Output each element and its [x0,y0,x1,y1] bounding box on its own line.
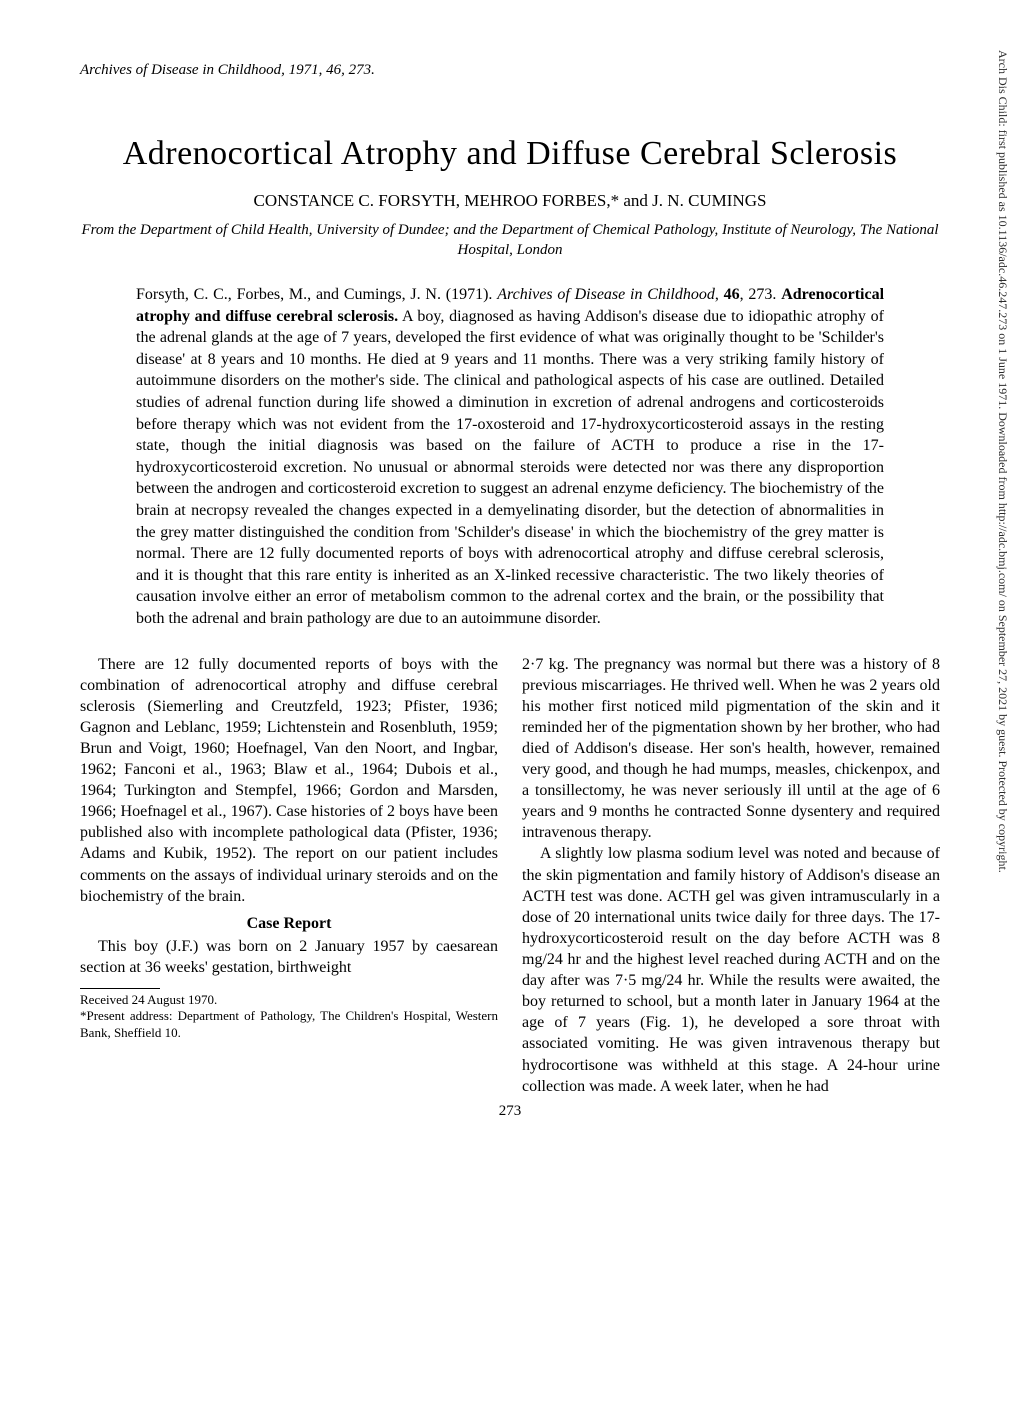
left-column: There are 12 fully documented reports of… [80,654,498,1097]
article-title: Adrenocortical Atrophy and Diffuse Cereb… [80,135,940,173]
footnote-received: Received 24 August 1970. [80,992,498,1008]
footnotes: Received 24 August 1970. *Present addres… [80,988,498,1041]
journal-reference: Archives of Disease in Childhood, 1971, … [80,62,940,79]
case-report-heading: Case Report [80,913,498,934]
body-columns: There are 12 fully documented reports of… [80,654,940,1097]
intro-paragraph: There are 12 fully documented reports of… [80,654,498,907]
abstract-block: Forsyth, C. C., Forbes, M., and Cumings,… [136,284,884,630]
download-sidebar: Arch Dis Child: first published as 10.11… [992,50,1010,1350]
case-report-paragraph-1: This boy (J.F.) was born on 2 January 19… [80,936,498,978]
case-report-paragraph-2: 2·7 kg. The pregnancy was normal but the… [522,654,940,844]
affiliation-line: From the Department of Child Health, Uni… [80,221,940,260]
case-report-paragraph-3: A slightly low plasma sodium level was n… [522,843,940,1096]
footnote-address: *Present address: Department of Patholog… [80,1008,498,1041]
abstract-body: A boy, diagnosed as having Addison's dis… [136,308,884,627]
right-column: 2·7 kg. The pregnancy was normal but the… [522,654,940,1097]
page-number: 273 [80,1103,940,1120]
authors-line: CONSTANCE C. FORSYTH, MEHROO FORBES,* an… [80,191,940,211]
footnote-divider [80,988,160,989]
